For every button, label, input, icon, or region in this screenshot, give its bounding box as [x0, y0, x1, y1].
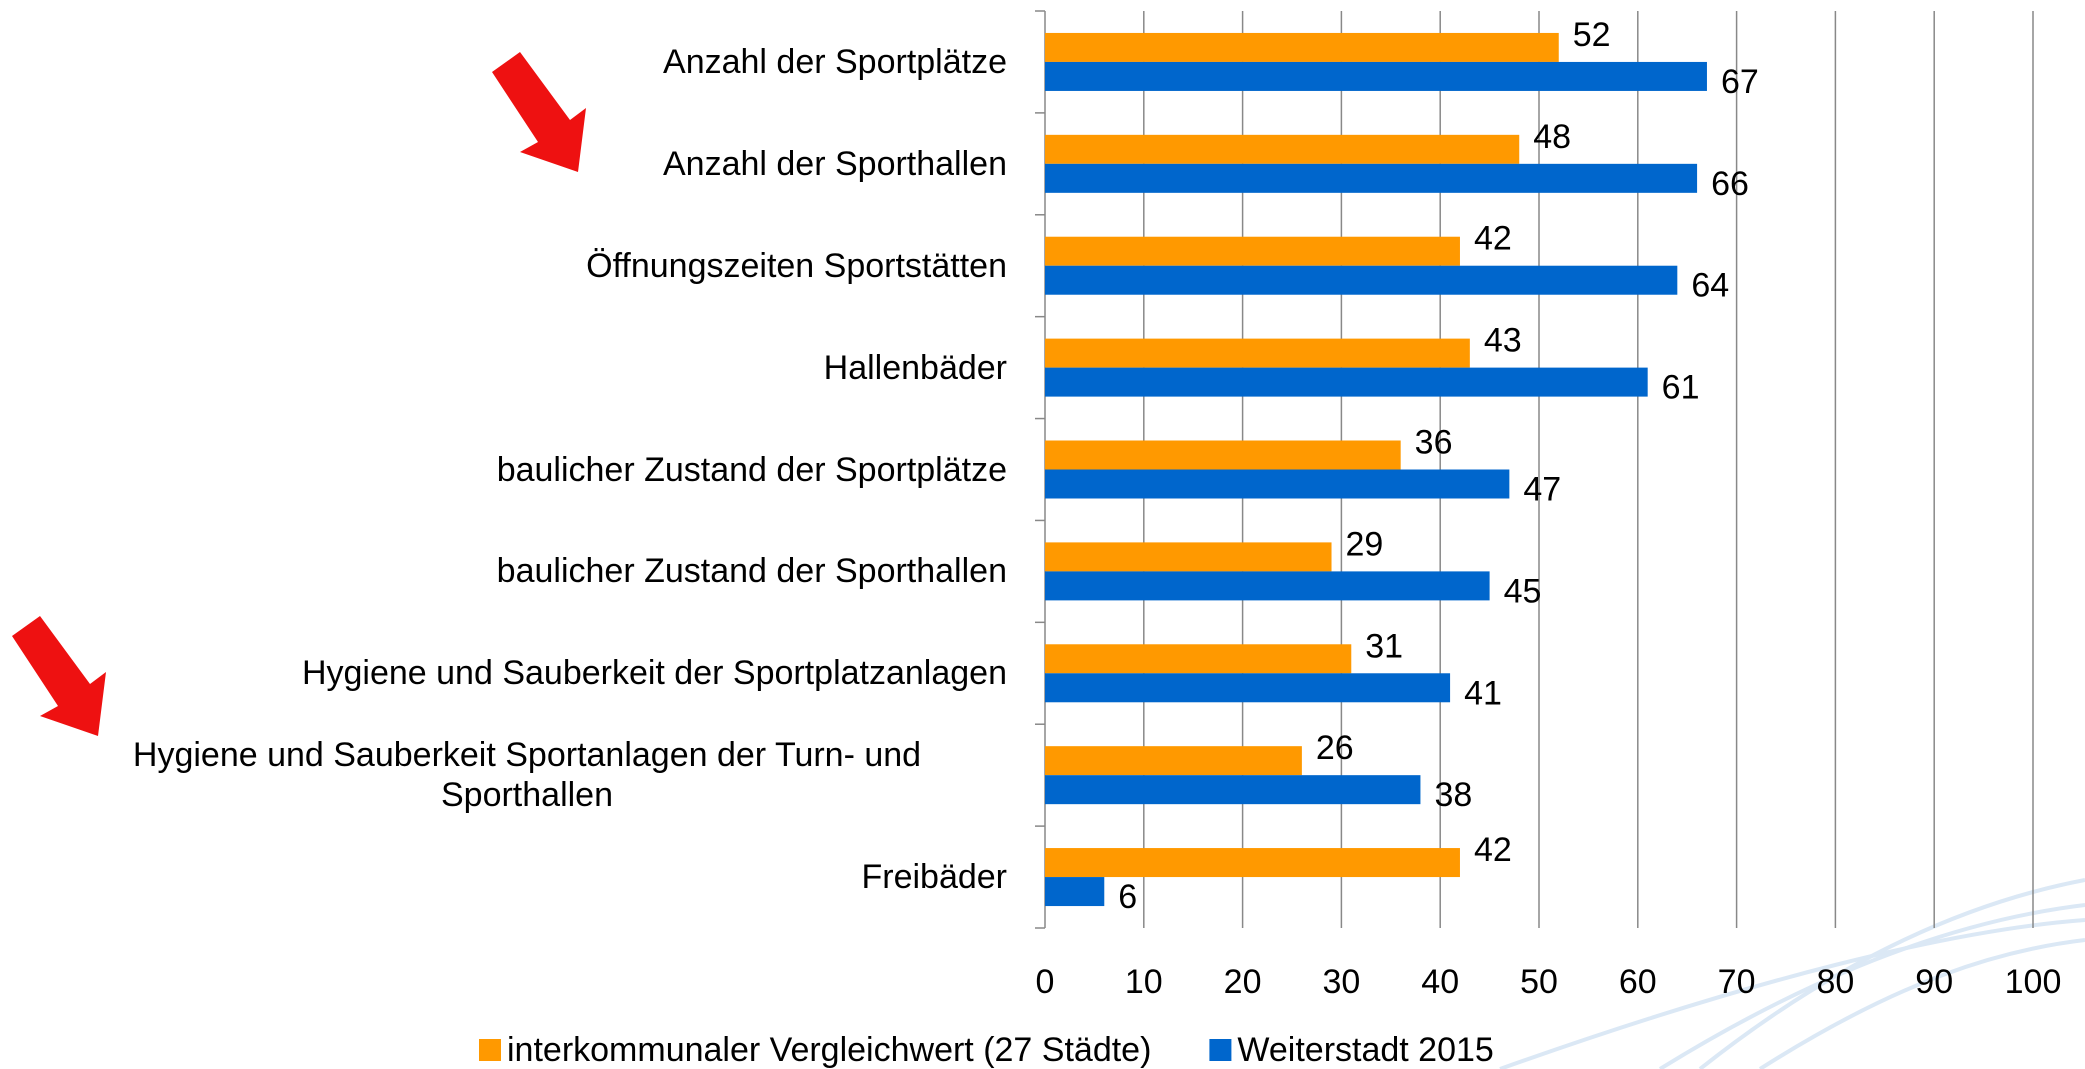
- category-label: Hygiene und Sauberkeit der Sportplatzanl…: [301, 654, 1007, 693]
- bar: [1045, 367, 1648, 397]
- value-label: 26: [1316, 729, 1354, 767]
- category-label: baulicher Zustand der Sporthallen: [496, 552, 1007, 591]
- bar: [1045, 877, 1105, 907]
- legend-label: Weiterstadt 2015: [1237, 1031, 1493, 1069]
- value-label: 38: [1434, 776, 1472, 814]
- value-label: 6: [1118, 878, 1137, 916]
- value-label: 66: [1711, 165, 1749, 203]
- red-arrow: [12, 616, 106, 736]
- x-tick-label: 70: [1718, 963, 1756, 1001]
- legend-swatch: [479, 1039, 501, 1061]
- category-label: Hallenbäder: [823, 348, 1007, 387]
- value-label: 67: [1721, 63, 1759, 101]
- bar: [1045, 571, 1490, 601]
- background-swoosh: [1499, 878, 2085, 1069]
- x-tick-label: 60: [1619, 963, 1657, 1001]
- bar: [1045, 673, 1451, 703]
- bar: [1045, 265, 1678, 295]
- bar: [1045, 32, 1559, 62]
- x-tick-label: 80: [1816, 963, 1854, 1001]
- category-label: baulicher Zustand der Sportplätze: [496, 450, 1007, 489]
- value-label: 42: [1474, 220, 1512, 258]
- value-label: 43: [1484, 322, 1522, 360]
- legend-label: interkommunaler Vergleichwert (27 Städte…: [507, 1031, 1151, 1069]
- bar: [1045, 163, 1698, 193]
- bar: [1045, 61, 1707, 91]
- value-label: 29: [1346, 525, 1384, 563]
- bar: [1045, 338, 1470, 368]
- value-label: 64: [1691, 267, 1729, 305]
- x-tick-label: 90: [1915, 963, 1953, 1001]
- value-label: 47: [1523, 470, 1561, 508]
- value-label: 61: [1662, 369, 1700, 407]
- category-label: Anzahl der Sporthallen: [662, 144, 1007, 183]
- x-tick-label: 100: [2005, 963, 2062, 1001]
- bar: [1045, 848, 1460, 878]
- bar: [1045, 236, 1460, 266]
- category-label: Freibäder: [861, 858, 1007, 897]
- category-label: Hygiene und Sauberkeit Sportanlagen der …: [132, 736, 922, 815]
- x-tick-label: 20: [1224, 963, 1262, 1001]
- category-label: Öffnungszeiten Sportstätten: [586, 246, 1007, 285]
- value-label: 52: [1573, 16, 1611, 54]
- bar: [1045, 469, 1510, 499]
- category-label: Anzahl der Sportplätze: [663, 42, 1007, 81]
- x-tick-label: 40: [1421, 963, 1459, 1001]
- x-tick-label: 0: [1036, 963, 1055, 1001]
- bar: [1045, 440, 1401, 470]
- value-label: 48: [1533, 118, 1571, 156]
- bar: [1045, 775, 1421, 805]
- legend-swatch: [1209, 1039, 1232, 1061]
- value-label: 42: [1474, 831, 1512, 869]
- x-tick-label: 10: [1125, 963, 1163, 1001]
- red-arrow: [492, 52, 586, 172]
- value-label: 45: [1504, 572, 1542, 610]
- bar: [1045, 542, 1332, 572]
- bar: [1045, 644, 1352, 674]
- x-tick-label: 50: [1520, 963, 1558, 1001]
- value-label: 31: [1365, 627, 1403, 665]
- bar: [1045, 746, 1302, 776]
- bar: [1045, 134, 1520, 164]
- value-label: 41: [1464, 674, 1502, 712]
- value-label: 36: [1415, 423, 1453, 461]
- x-tick-label: 30: [1322, 963, 1360, 1001]
